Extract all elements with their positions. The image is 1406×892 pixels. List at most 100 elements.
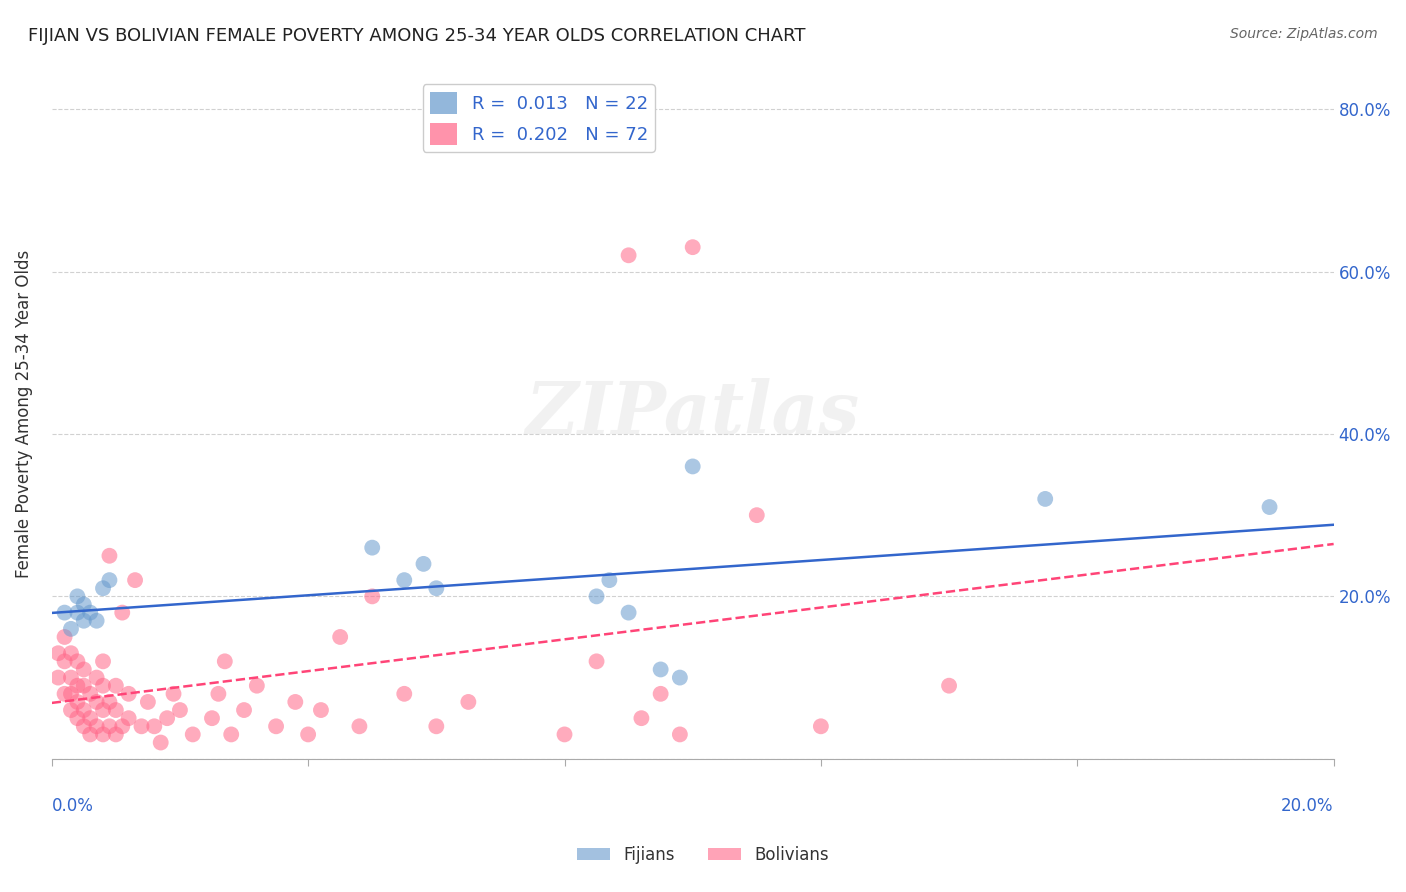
Point [181,727,204,741]
Point [284,695,307,709]
Point [104,727,127,741]
Point [669,727,692,741]
Point [207,687,229,701]
Point [457,695,479,709]
Point [91,727,114,741]
Point [73,703,96,717]
Point [59,646,82,660]
Point [53,630,76,644]
Point [111,719,134,733]
Point [264,719,287,733]
Point [1258,500,1281,514]
Point [59,671,82,685]
Point [59,703,82,717]
Y-axis label: Female Poverty Among 25-34 Year Olds: Female Poverty Among 25-34 Year Olds [15,250,32,578]
Point [617,606,640,620]
Point [745,508,768,523]
Point [66,654,89,668]
Point [66,590,89,604]
Text: ZIPatlas: ZIPatlas [526,378,859,450]
Point [810,719,832,733]
Point [412,557,434,571]
Point [98,573,121,587]
Point [309,703,332,717]
Point [219,727,242,741]
Point [104,679,127,693]
Point [598,573,620,587]
Point [118,687,141,701]
Point [73,598,96,612]
Point [650,687,672,701]
Point [682,240,704,254]
Point [131,719,153,733]
Point [86,695,108,709]
Point [86,719,108,733]
Point [394,573,416,587]
Point [682,459,704,474]
Point [91,703,114,717]
Point [98,549,121,563]
Point [1033,491,1056,506]
Point [91,654,114,668]
Point [669,671,692,685]
Point [425,719,447,733]
Point [79,711,101,725]
Text: 0.0%: 0.0% [52,797,94,814]
Point [98,695,121,709]
Point [46,671,69,685]
Text: FIJIAN VS BOLIVIAN FEMALE POVERTY AMONG 25-34 YEAR OLDS CORRELATION CHART: FIJIAN VS BOLIVIAN FEMALE POVERTY AMONG … [28,27,806,45]
Point [585,590,607,604]
Point [329,630,352,644]
Point [585,654,607,668]
Point [297,727,319,741]
Point [53,654,76,668]
Point [233,703,256,717]
Point [553,727,575,741]
Point [66,606,89,620]
Point [394,687,416,701]
Point [124,573,146,587]
Point [118,711,141,725]
Point [214,654,236,668]
Point [149,735,172,749]
Point [73,614,96,628]
Point [143,719,166,733]
Legend: Fijians, Bolivians: Fijians, Bolivians [569,839,837,871]
Point [104,703,127,717]
Point [650,663,672,677]
Point [201,711,224,725]
Point [53,606,76,620]
Point [156,711,179,725]
Point [79,727,101,741]
Point [66,695,89,709]
Point [86,614,108,628]
Point [425,581,447,595]
Point [938,679,960,693]
Point [53,687,76,701]
Point [66,711,89,725]
Point [73,719,96,733]
Point [66,679,89,693]
Point [361,590,384,604]
Point [86,671,108,685]
Point [79,606,101,620]
Legend: R =  0.013   N = 22, R =  0.202   N = 72: R = 0.013 N = 22, R = 0.202 N = 72 [423,85,655,152]
Point [59,687,82,701]
Point [91,581,114,595]
Point [162,687,184,701]
Point [79,687,101,701]
Point [98,719,121,733]
Point [617,248,640,262]
Point [111,606,134,620]
Point [73,663,96,677]
Point [136,695,159,709]
Text: Source: ZipAtlas.com: Source: ZipAtlas.com [1230,27,1378,41]
Point [169,703,191,717]
Point [46,646,69,660]
Point [349,719,371,733]
Point [73,679,96,693]
Point [91,679,114,693]
Point [59,622,82,636]
Point [630,711,652,725]
Point [246,679,269,693]
